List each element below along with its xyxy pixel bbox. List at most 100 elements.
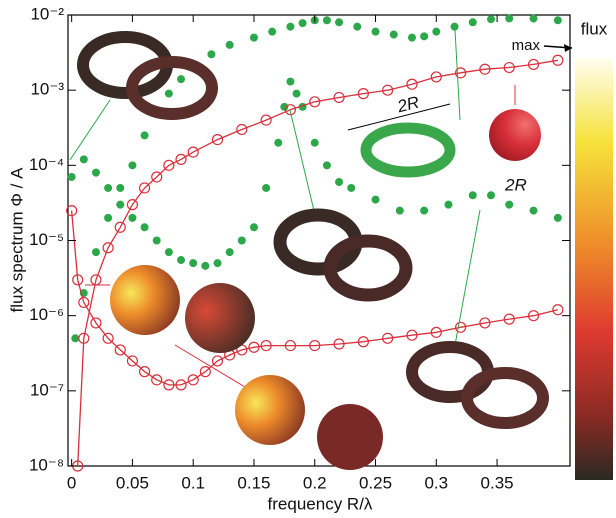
- point: [322, 16, 331, 25]
- point: [116, 200, 125, 209]
- point: [382, 332, 394, 344]
- point: [151, 374, 163, 386]
- point: [552, 54, 564, 66]
- point: [260, 339, 272, 352]
- point: [140, 223, 149, 232]
- y-axis-label: flux spectrum Φ / A: [7, 167, 26, 313]
- point: [286, 77, 295, 86]
- point: [333, 91, 345, 104]
- point: [430, 71, 442, 83]
- point: [371, 27, 380, 36]
- point: [126, 199, 139, 211]
- point: [71, 334, 80, 343]
- point: [468, 18, 477, 27]
- point: [529, 206, 538, 215]
- point: [236, 123, 248, 136]
- connector: [289, 109, 316, 216]
- point: [298, 19, 307, 28]
- y-tick-label: 10⁻⁵: [29, 230, 64, 249]
- point: [503, 61, 515, 74]
- connector: [69, 99, 111, 161]
- point: [468, 191, 477, 200]
- series-line: [70, 210, 558, 386]
- point: [309, 96, 321, 108]
- point: [432, 27, 441, 36]
- plot-frame: [67, 14, 571, 467]
- point: [211, 355, 224, 367]
- point: [486, 15, 495, 24]
- point: [67, 172, 76, 181]
- point: [353, 22, 362, 31]
- annotation: 2R: [504, 175, 527, 194]
- point: [201, 261, 210, 270]
- sphere: [489, 109, 541, 161]
- point: [527, 58, 540, 71]
- point: [104, 183, 113, 192]
- x-tick-label: 0.3: [424, 473, 448, 492]
- point: [163, 159, 175, 171]
- point: [553, 16, 562, 25]
- colorbar: [575, 58, 613, 480]
- point: [114, 221, 126, 233]
- point: [102, 242, 114, 254]
- torus: [126, 56, 218, 120]
- point: [335, 178, 344, 187]
- point: [274, 138, 283, 147]
- point: [505, 14, 514, 23]
- y-tick-label: 10⁻⁷: [30, 380, 64, 399]
- point: [248, 341, 260, 353]
- x-tick-label: 0.25: [359, 473, 392, 492]
- point: [357, 336, 369, 348]
- data-layer: [66, 14, 564, 472]
- y-tick-label: 10⁻⁴: [29, 155, 64, 174]
- point: [479, 63, 491, 75]
- point: [138, 366, 151, 378]
- point: [177, 75, 186, 84]
- point: [177, 256, 186, 265]
- point: [371, 195, 380, 204]
- point: [140, 131, 149, 140]
- point: [104, 213, 113, 222]
- insets: [69, 29, 549, 470]
- point: [284, 339, 297, 352]
- point: [389, 30, 398, 39]
- annotation: 2R: [394, 93, 421, 117]
- point: [249, 223, 258, 232]
- point: [91, 248, 100, 257]
- point: [213, 259, 222, 268]
- point: [128, 161, 137, 170]
- x-tick-label: 0.05: [116, 473, 149, 492]
- sphere: [317, 404, 383, 470]
- point: [187, 146, 199, 158]
- green-torus: [360, 122, 456, 178]
- point: [420, 206, 429, 215]
- point: [90, 317, 102, 329]
- point: [292, 89, 301, 98]
- point: [163, 379, 175, 391]
- colorbar-max: max: [512, 37, 541, 54]
- torus: [406, 341, 494, 403]
- sphere: [110, 265, 180, 335]
- point: [553, 213, 562, 222]
- point: [347, 183, 356, 192]
- sphere: [185, 283, 255, 353]
- point: [138, 182, 151, 194]
- y-tick-label: 10⁻⁸: [29, 455, 64, 474]
- y-tick-label: 10⁻²: [30, 4, 64, 23]
- point: [114, 344, 126, 356]
- point: [151, 171, 163, 183]
- y-tick-label: 10⁻³: [30, 80, 64, 99]
- x-tick-label: 0.35: [481, 473, 514, 492]
- point: [455, 321, 467, 333]
- point: [505, 200, 514, 209]
- point: [395, 206, 404, 215]
- point: [444, 200, 453, 209]
- arrow-head: [564, 44, 572, 52]
- point: [225, 248, 234, 257]
- point: [280, 102, 289, 111]
- torus: [461, 367, 549, 429]
- point: [382, 84, 394, 96]
- point: [333, 338, 345, 350]
- connector: [454, 29, 461, 121]
